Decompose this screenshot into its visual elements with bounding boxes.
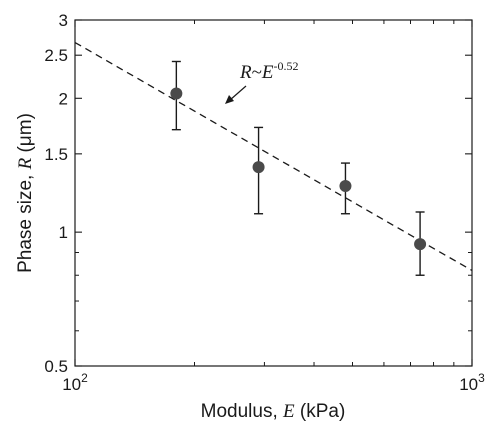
x-tick-label: 102 (62, 371, 88, 394)
data-point (339, 179, 352, 192)
y-tick-label: 2.5 (44, 46, 68, 65)
y-tick-label: 2 (59, 89, 68, 108)
data-point (414, 238, 427, 251)
annotation-label: R~E-0.52 (239, 59, 299, 83)
data-point (170, 87, 183, 100)
x-axis-title: Modulus, E (kPa) (201, 401, 346, 422)
y-axis-title: Phase size, R (μm) (15, 113, 36, 273)
data-point-group (414, 211, 427, 276)
annotation-arrow (225, 85, 247, 104)
data-point-group (339, 162, 352, 215)
data-point-group (252, 126, 265, 215)
y-axis: 0.5 1 1.5 2 2.5 3 (44, 11, 472, 376)
y-tick-label: 0.5 (44, 357, 68, 376)
fit-line-layer (74, 41, 473, 272)
y-tick-label: 1.5 (44, 145, 68, 164)
fit-line (74, 41, 473, 272)
x-tick-label: 103 (459, 371, 485, 394)
y-tick-label: 3 (59, 11, 68, 30)
data-point (252, 161, 265, 174)
plot-frame (74, 19, 473, 367)
x-axis: 102 103 (62, 20, 485, 394)
data-points (170, 60, 427, 276)
data-point-group (170, 60, 183, 131)
y-tick-label: 1 (59, 223, 68, 242)
